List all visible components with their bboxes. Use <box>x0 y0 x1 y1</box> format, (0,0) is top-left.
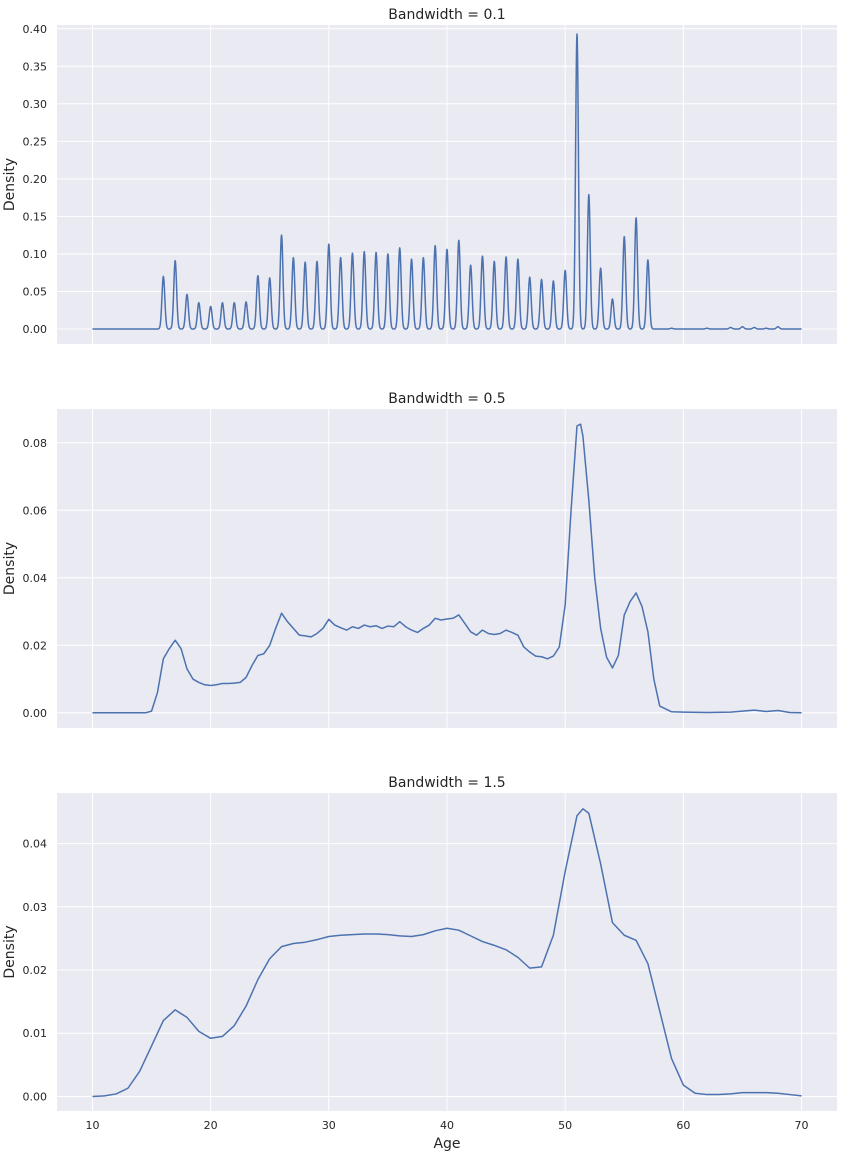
panel-title: Bandwidth = 0.1 <box>388 7 505 23</box>
y-tick-label: 0.35 <box>23 60 48 73</box>
x-tick-label: 30 <box>322 1119 336 1132</box>
y-tick-label: 0.00 <box>23 707 48 720</box>
y-tick-label: 0.40 <box>23 23 48 36</box>
y-tick-label: 0.08 <box>23 437 48 450</box>
y-tick-label: 0.06 <box>23 504 48 517</box>
y-tick-label: 0.25 <box>23 135 48 148</box>
y-tick-label: 0.15 <box>23 210 48 223</box>
density-line <box>92 423 802 714</box>
x-axis-label: Age <box>433 1136 460 1152</box>
x-tick-label: 40 <box>440 1119 454 1132</box>
y-tick-label: 0.01 <box>23 1027 48 1040</box>
y-tick-label: 0.10 <box>23 248 48 261</box>
y-tick-label: 0.00 <box>23 323 48 336</box>
y-tick-label: 0.02 <box>23 639 48 652</box>
y-tick-label: 0.04 <box>23 572 48 585</box>
chart-panel-3: 0.00 0.01 0.02 0.03 0.04 10 20 30 40 50 60 70 Bandwi… <box>2 775 837 1152</box>
y-tick-label: 0.04 <box>23 838 48 851</box>
x-tick-label: 20 <box>204 1119 218 1132</box>
x-tick-label: 60 <box>676 1119 690 1132</box>
y-axis-label: Density <box>2 542 18 595</box>
panel-title: Bandwidth = 0.5 <box>388 391 505 407</box>
y-axis-label: Density <box>2 158 18 211</box>
y-tick-label: 0.03 <box>23 901 48 914</box>
density-line <box>92 808 802 1098</box>
x-tick-label: 70 <box>795 1119 809 1132</box>
density-line <box>91 33 803 330</box>
chart-panel-2: 0.00 0.02 0.04 0.06 0.08 Bandwidth = 0.5 Densi… <box>2 391 837 728</box>
x-tick-label: 50 <box>558 1119 572 1132</box>
y-axis-label: Density <box>2 925 18 978</box>
y-tick-label: 0.20 <box>23 173 48 186</box>
chart-panel-1: 0.00 0.05 0.10 0.15 0.20 0.25 0.30 0.35 0.40 Band… <box>2 7 837 344</box>
y-tick-label: 0.30 <box>23 98 48 111</box>
y-tick-label: 0.02 <box>23 964 48 977</box>
y-tick-label: 0.00 <box>23 1090 48 1103</box>
x-tick-label: 10 <box>85 1119 99 1132</box>
y-tick-label: 0.05 <box>23 285 48 298</box>
panel-title: Bandwidth = 1.5 <box>388 775 505 791</box>
